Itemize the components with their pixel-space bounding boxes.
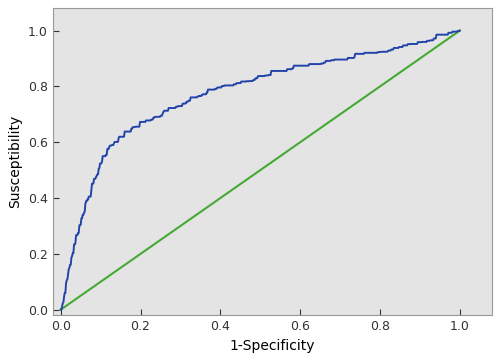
Y-axis label: Susceptibility: Susceptibility	[8, 115, 22, 208]
X-axis label: 1-Specificity: 1-Specificity	[230, 339, 315, 353]
